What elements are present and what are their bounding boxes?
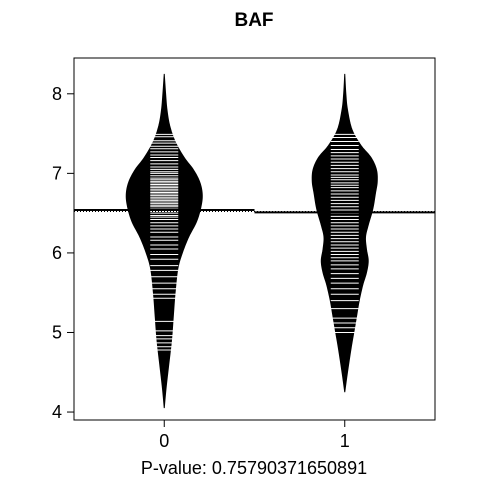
bean-1 [311,73,378,393]
y-axis: 4 5 6 7 8 [52,84,74,422]
y-tick-label: 5 [52,322,62,342]
chart-title: BAF [234,10,273,31]
x-axis-label: P-value: 0.75790371650891 [141,458,367,478]
x-tick-label: 0 [159,431,169,451]
plot-frame [73,57,436,421]
bean-0 [125,73,203,409]
y-tick-label: 8 [52,84,62,104]
x-tick-label: 1 [340,431,350,451]
y-tick-label: 4 [52,402,62,422]
plot-area [74,73,435,409]
y-tick-label: 7 [52,163,62,183]
y-tick-label: 6 [52,243,62,263]
